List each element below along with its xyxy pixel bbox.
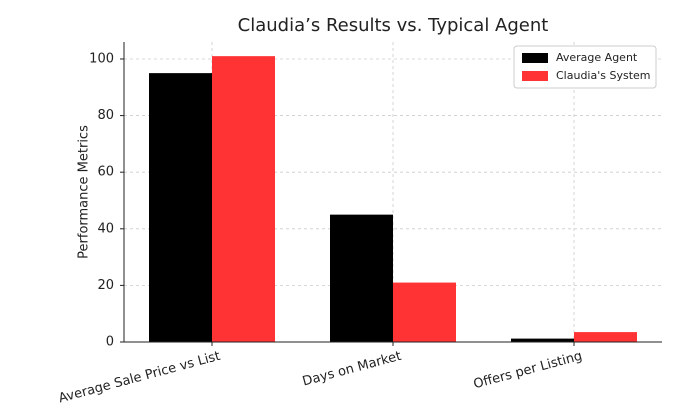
x-tick-label: Offers per Listing bbox=[472, 349, 584, 392]
legend-swatch bbox=[522, 53, 548, 63]
y-tick-label: 60 bbox=[97, 165, 114, 180]
x-tick-label: Days on Market bbox=[301, 349, 403, 390]
legend-label: Average Agent bbox=[556, 51, 638, 64]
y-tick-label: 0 bbox=[106, 335, 114, 350]
y-tick-label: 20 bbox=[97, 278, 114, 293]
bar bbox=[212, 56, 275, 343]
legend-box bbox=[513, 45, 657, 89]
legend-swatch bbox=[522, 71, 548, 81]
legend-label: Claudia's System bbox=[556, 69, 651, 82]
x-tick-label: Average Sale Price vs List bbox=[57, 349, 222, 407]
bar bbox=[574, 332, 637, 342]
y-tick-label: 80 bbox=[97, 108, 114, 123]
bar bbox=[149, 73, 212, 342]
bar bbox=[511, 338, 574, 342]
chart-title: Claudia’s Results vs. Typical Agent bbox=[238, 15, 549, 36]
y-axis-label: Performance Metrics bbox=[77, 125, 92, 259]
bar bbox=[330, 214, 393, 342]
bar bbox=[393, 282, 456, 342]
y-tick-label: 40 bbox=[97, 221, 114, 236]
y-tick-label: 100 bbox=[89, 51, 114, 66]
